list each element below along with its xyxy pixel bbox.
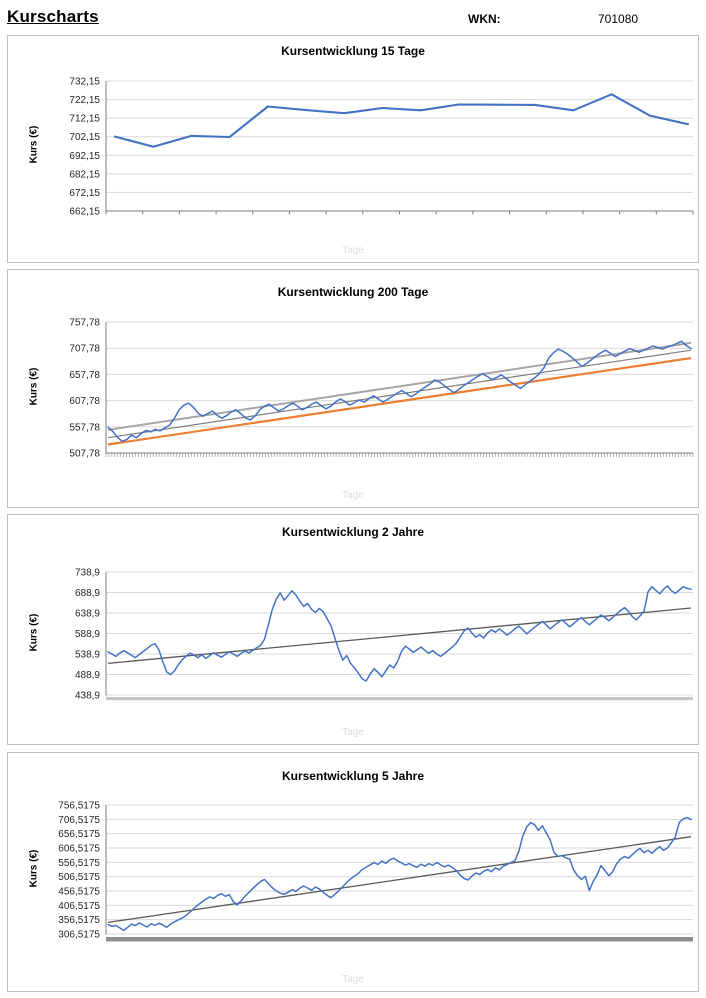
y-tick-label: 607,78	[69, 396, 100, 407]
x-axis-title: Tage	[342, 974, 364, 985]
wkn-label: WKN:	[468, 12, 501, 26]
x-axis	[106, 697, 693, 701]
chart-panel-2-jahre: 738,9 688,9 638,9 588,9 538,9 488,9 438,9 Kurs…	[7, 514, 699, 745]
x-axis	[105, 452, 694, 457]
y-tick-label: 692,15	[69, 151, 100, 162]
y-tick-label: 556,5175	[58, 858, 100, 869]
y-tick-label: 757,78	[69, 318, 100, 329]
y-tick-label: 438,9	[75, 691, 100, 702]
chart-panel-5-jahre: 756,5175 706,5175 656,5175 606,5175 556,5175…	[7, 752, 699, 992]
y-tick-label: 538,9	[75, 650, 100, 661]
chart-svg-15-tage: 732,15 722,15 712,15 702,15 692,15 682,15 672,…	[69, 77, 694, 218]
gridlines	[106, 321, 693, 454]
y-tick-label: 657,78	[69, 370, 100, 381]
y-tick-label: 702,15	[69, 132, 100, 143]
y-tick-label: 707,78	[69, 344, 100, 355]
y-tick-label: 557,78	[69, 422, 100, 433]
gridlines	[106, 571, 693, 696]
y-tick-label: 732,15	[69, 77, 100, 88]
trend-line-mid-trend	[107, 349, 692, 439]
y-tick-label: 488,9	[75, 670, 100, 681]
y-tick-labels: 756,5175 706,5175 656,5175 606,5175 556,5175…	[58, 801, 100, 941]
y-tick-label: 507,78	[69, 449, 100, 460]
y-tick-label: 738,9	[75, 568, 100, 579]
x-axis-title: Tage	[342, 490, 364, 501]
chart-title-200-tage: Kursentwicklung 200 Tage	[277, 285, 429, 299]
y-tick-label: 638,9	[75, 609, 100, 620]
chart-title-2-jahre: Kursentwicklung 2 Jahre	[281, 525, 425, 539]
y-axis-title: Kurs (€)	[28, 849, 40, 887]
y-tick-label: 706,5175	[58, 815, 100, 826]
chart-panel-200-tage: 757,78 707,78 657,78 607,78 557,78 507,78 Kur…	[7, 269, 699, 508]
y-axis-title: Kurs (€)	[28, 613, 40, 651]
y-tick-labels: 757,78 707,78 657,78 607,78 557,78 507,78	[69, 318, 100, 460]
y-tick-label: 656,5175	[58, 829, 100, 840]
x-axis	[105, 210, 694, 215]
y-tick-labels: 732,15 722,15 712,15 702,15 692,15 682,15 672,…	[69, 77, 100, 218]
x-axis	[106, 937, 693, 942]
trend-line-regression	[107, 356, 692, 446]
trend-line-trend	[107, 836, 692, 924]
y-tick-label: 712,15	[69, 114, 100, 125]
chart-title-15-tage: Kursentwicklung 15 Tage	[281, 44, 425, 58]
x-axis-title: Tage	[342, 245, 364, 256]
y-tick-label: 756,5175	[58, 801, 100, 812]
y-tick-label: 588,9	[75, 629, 100, 640]
y-tick-label: 506,5175	[58, 872, 100, 883]
y-tick-labels: 738,9 688,9 638,9 588,9 538,9 488,9 438,9	[75, 568, 100, 702]
y-tick-label: 456,5175	[58, 887, 100, 898]
y-tick-label: 682,15	[69, 169, 100, 180]
y-tick-label: 356,5175	[58, 915, 100, 926]
y-tick-label: 688,9	[75, 588, 100, 599]
y-axis-title: Kurs (€)	[28, 367, 40, 405]
chart-svg-5-jahre: 756,5175 706,5175 656,5175 606,5175 556,5175…	[58, 801, 693, 942]
y-tick-label: 672,15	[69, 188, 100, 199]
price-line	[107, 340, 692, 443]
y-tick-label: 662,15	[69, 207, 100, 218]
x-tick-band	[106, 697, 693, 701]
wkn-value: 701080	[598, 12, 639, 26]
chart-title-5-jahre: Kursentwicklung 5 Jahre	[281, 769, 425, 783]
y-tick-label: 306,5175	[58, 930, 100, 941]
y-tick-label: 606,5175	[58, 844, 100, 855]
gridlines	[106, 80, 693, 212]
chart-panel-15-tage: 732,15 722,15 712,15 702,15 692,15 682,15 672,…	[7, 35, 699, 263]
y-tick-label: 722,15	[69, 95, 100, 106]
chart-svg-200-tage: 757,78 707,78 657,78 607,78 557,78 507,78	[69, 318, 694, 460]
page-title: Kurscharts	[7, 7, 99, 26]
y-axis-title: Kurs (€)	[28, 125, 40, 164]
chart-svg-2-jahre: 738,9 688,9 638,9 588,9 538,9 488,9 438,9	[75, 568, 693, 702]
price-line	[107, 816, 692, 932]
price-line	[113, 93, 690, 148]
trend-line-trend	[107, 607, 692, 665]
price-line	[107, 585, 692, 682]
y-tick-label: 406,5175	[58, 901, 100, 912]
x-axis-title: Tage	[342, 727, 364, 738]
x-tick-band	[106, 937, 693, 942]
trend-line-upper-channel	[107, 341, 692, 431]
